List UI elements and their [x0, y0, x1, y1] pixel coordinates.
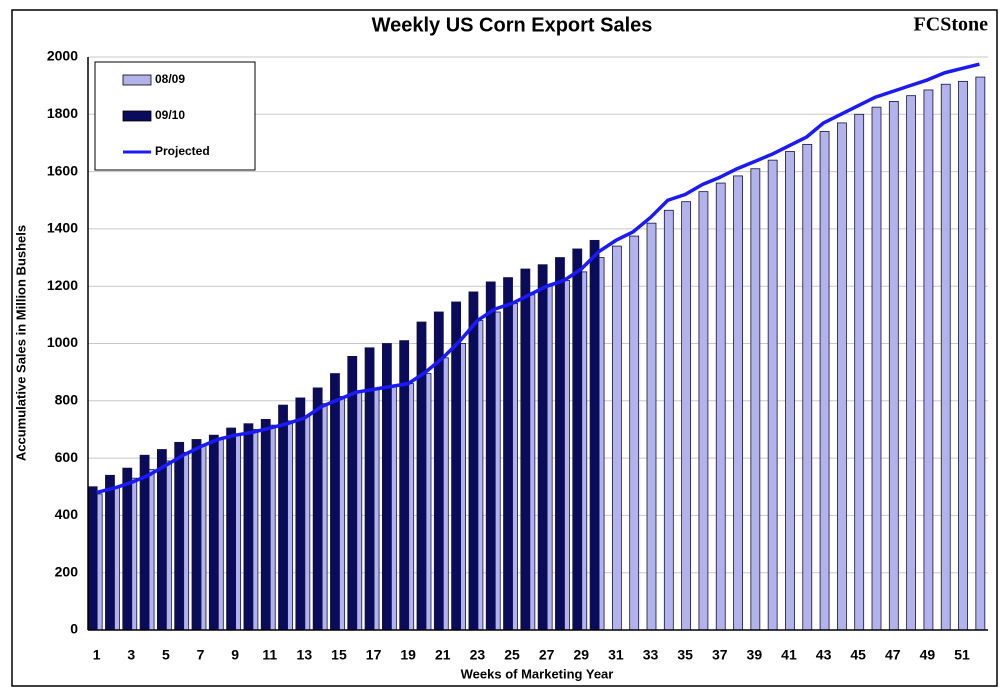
x-tick-label: 23	[470, 647, 486, 663]
x-tick-label: 35	[677, 647, 693, 663]
x-tick-label: 5	[162, 647, 170, 663]
bar	[468, 291, 479, 631]
x-tick-label: 13	[297, 647, 313, 663]
bar	[451, 301, 462, 631]
x-tick-label: 33	[643, 647, 659, 663]
x-tick-label: 45	[850, 647, 866, 663]
y-tick-label: 1800	[47, 105, 78, 121]
bar	[871, 106, 882, 631]
x-tick-label: 25	[504, 647, 520, 663]
y-axis-label: Accumulative Sales in Million Bushels	[13, 225, 28, 461]
x-tick-label: 43	[816, 647, 832, 663]
y-tick-label: 600	[55, 449, 79, 465]
bar	[191, 439, 202, 631]
bar	[715, 182, 726, 631]
legend-label: 08/09	[155, 72, 185, 86]
legend-box	[94, 61, 256, 171]
chart-title: Weekly US Corn Export Sales	[372, 14, 653, 36]
bar	[208, 434, 219, 631]
projected-line	[96, 62, 980, 495]
y-tick-label: 400	[55, 506, 79, 522]
bar	[278, 404, 288, 631]
y-tick-label: 1000	[47, 334, 78, 350]
legend-label: Projected	[155, 144, 210, 158]
bar	[105, 474, 115, 631]
bar	[940, 83, 951, 631]
y-tick-label: 0	[70, 621, 78, 637]
bar	[330, 373, 340, 631]
y-tick-label: 800	[55, 392, 79, 408]
legend-swatch	[122, 110, 152, 122]
bar	[503, 277, 513, 631]
logo: FCStone	[914, 14, 989, 36]
x-tick-label: 37	[712, 647, 728, 663]
bar	[785, 151, 795, 631]
bar	[156, 449, 167, 631]
y-tick-label: 1200	[47, 277, 78, 293]
x-tick-label: 7	[197, 647, 205, 663]
x-tick-label: 17	[366, 647, 382, 663]
legend-swatch	[122, 74, 152, 86]
y-tick-label: 200	[55, 563, 79, 579]
bar	[87, 486, 98, 631]
bar	[836, 122, 847, 631]
bar	[312, 387, 323, 631]
bar	[819, 131, 830, 631]
bar	[572, 248, 583, 631]
x-tick-label: 21	[435, 647, 451, 663]
bar	[698, 191, 709, 631]
legend-label: 09/10	[155, 108, 185, 122]
bar	[537, 264, 548, 631]
x-tick-label: 41	[781, 647, 797, 663]
bar	[681, 201, 692, 631]
bar	[589, 239, 600, 631]
bar	[767, 159, 778, 631]
x-tick-label: 39	[747, 647, 763, 663]
x-tick-label: 51	[954, 647, 970, 663]
bar	[122, 467, 133, 631]
bar	[958, 80, 968, 631]
bar	[260, 419, 271, 631]
x-tick-label: 9	[231, 647, 239, 663]
x-tick-label: 29	[573, 647, 589, 663]
bar	[555, 257, 565, 631]
bar	[174, 441, 185, 631]
x-tick-label: 47	[885, 647, 901, 663]
bar	[629, 235, 640, 631]
bar	[295, 397, 306, 631]
y-tick-label: 1600	[47, 162, 78, 178]
bar	[520, 268, 531, 631]
x-tick-label: 1	[93, 647, 101, 663]
bar	[646, 222, 657, 631]
bar	[906, 95, 917, 631]
bar	[854, 113, 865, 631]
bar	[802, 143, 813, 631]
y-tick-label: 1400	[47, 220, 78, 236]
x-tick-label: 11	[262, 647, 277, 663]
x-tick-label: 27	[539, 647, 555, 663]
x-tick-label: 31	[608, 647, 624, 663]
y-tick-label: 2000	[47, 48, 78, 64]
bar	[733, 175, 743, 631]
bar	[485, 281, 496, 631]
x-tick-label: 15	[331, 647, 347, 663]
chart-frame	[11, 9, 998, 687]
bar	[888, 101, 899, 631]
bar	[139, 454, 150, 631]
bar	[347, 355, 358, 631]
bar	[243, 423, 254, 631]
x-tick-label: 49	[920, 647, 936, 663]
bar	[663, 209, 674, 631]
bar	[923, 89, 934, 631]
bar	[611, 245, 622, 631]
x-tick-label: 19	[400, 647, 416, 663]
bar	[750, 168, 761, 631]
x-tick-label: 3	[127, 647, 135, 663]
x-axis-label: Weeks of Marketing Year	[461, 666, 614, 681]
bar	[226, 427, 237, 631]
bar	[975, 76, 986, 631]
bar	[416, 321, 427, 631]
